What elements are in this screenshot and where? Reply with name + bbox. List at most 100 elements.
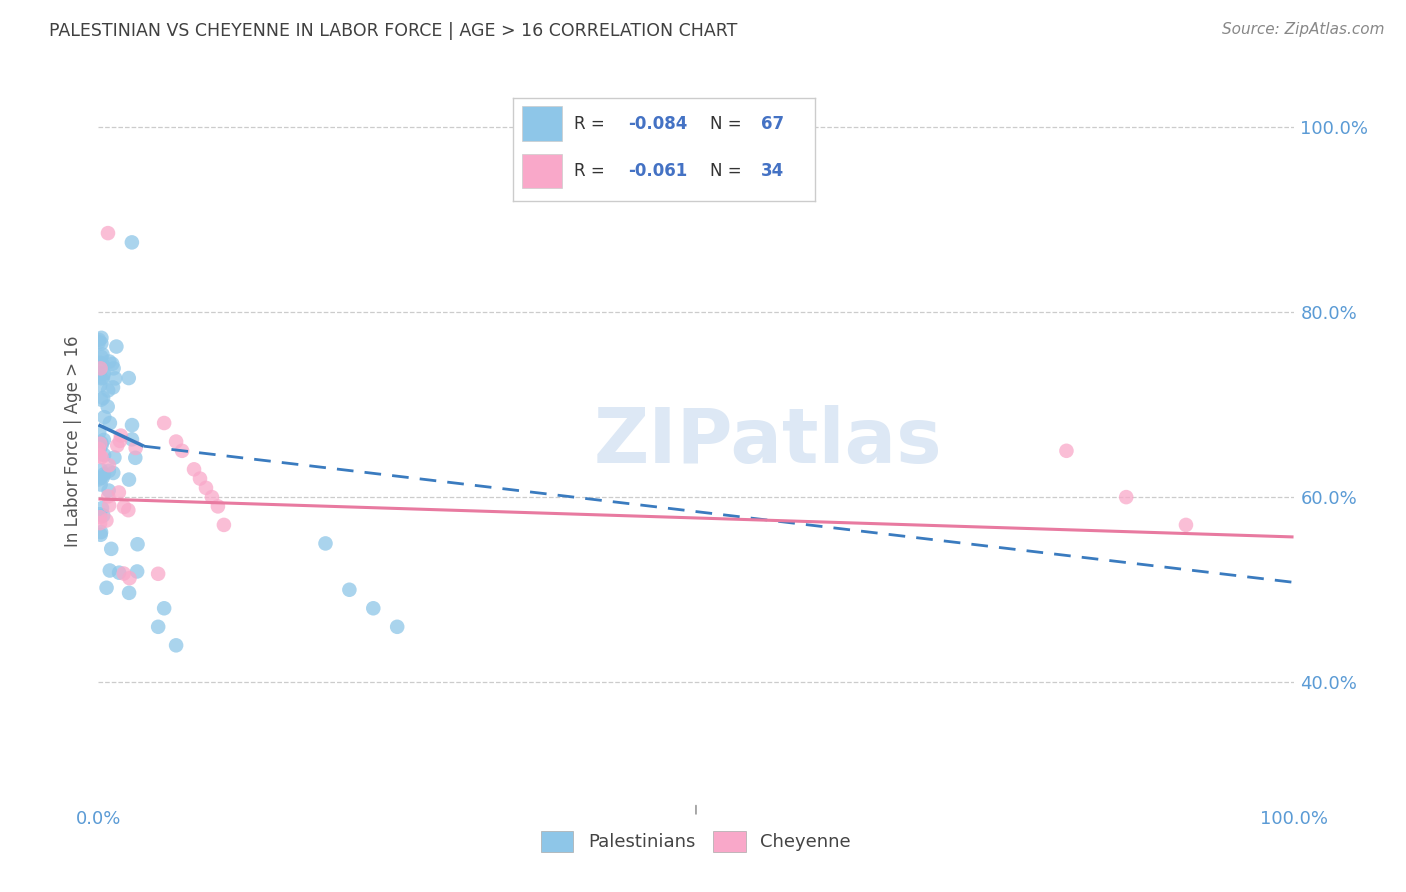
Point [89,510,111,524]
Point [91,470,114,484]
Text: -0.084: -0.084 [628,115,688,133]
Point [118,571,141,585]
Point [93,448,115,462]
Point [90,336,112,351]
Text: 67: 67 [761,115,785,133]
Point [165,434,187,449]
Point [98,416,121,430]
Point [112,566,135,581]
Point [97,400,120,414]
Point [90,525,112,540]
Point [98,354,121,368]
Point [87,472,110,486]
Point [118,586,141,600]
Point [93,367,115,381]
Point [93,467,115,482]
Point [91,347,114,361]
Point [385,620,409,634]
Point [89,378,111,392]
Point [97,458,120,473]
Point [315,536,337,550]
Point [90,435,112,450]
Point [98,499,121,513]
Point [105,340,128,354]
Point [90,361,112,376]
Point [96,581,118,595]
Point [110,428,132,442]
Point [118,371,141,385]
Point [1115,490,1137,504]
Point [112,500,135,514]
Point [1175,517,1198,532]
Point [89,436,111,450]
Point [89,508,111,522]
Point [153,416,176,430]
Point [89,449,111,463]
Point [124,450,146,465]
Text: N =: N = [710,115,741,133]
Point [89,441,111,455]
Point [87,438,110,452]
Point [108,434,131,448]
Point [93,433,115,447]
Point [201,490,224,504]
FancyBboxPatch shape [522,106,561,141]
Point [121,418,143,433]
Point [90,463,112,477]
Point [105,438,128,452]
Point [117,503,139,517]
Point [188,472,211,486]
Point [339,582,361,597]
Point [96,514,118,528]
Y-axis label: In Labor Force | Age > 16: In Labor Force | Age > 16 [65,335,83,548]
Point [153,601,176,615]
Point [91,391,114,405]
Point [172,443,194,458]
Point [1056,443,1078,458]
Point [363,601,385,615]
Point [89,356,111,370]
Point [97,483,120,498]
Point [97,464,120,478]
Point [91,357,114,371]
Point [125,441,148,455]
Text: PALESTINIAN VS CHEYENNE IN LABOR FORCE | AGE > 16 CORRELATION CHART: PALESTINIAN VS CHEYENNE IN LABOR FORCE |… [49,22,738,40]
Point [90,450,112,465]
Point [127,565,149,579]
Point [98,564,121,578]
Point [108,566,131,580]
Point [148,620,170,634]
Point [121,433,143,447]
Point [90,350,112,364]
Point [90,392,112,407]
Point [87,335,110,350]
Legend: Palestinians, Cheyenne: Palestinians, Cheyenne [534,823,858,859]
Text: ZIPatlas: ZIPatlas [593,405,942,478]
Point [165,638,187,652]
Point [97,489,120,503]
Text: Source: ZipAtlas.com: Source: ZipAtlas.com [1222,22,1385,37]
Point [91,508,114,523]
Point [90,470,112,484]
Point [87,442,110,456]
Point [90,371,112,385]
Point [212,517,235,532]
Point [100,541,122,556]
Point [121,235,143,250]
Point [104,371,127,385]
Point [108,485,131,500]
Text: N =: N = [710,162,741,180]
Point [90,477,112,491]
Point [183,462,205,476]
Text: 34: 34 [761,162,785,180]
Point [90,438,112,452]
Point [207,500,229,514]
Point [89,366,111,380]
Text: -0.061: -0.061 [628,162,688,180]
Point [91,370,114,384]
Point [93,410,115,425]
Point [89,425,111,439]
Point [97,226,120,240]
Point [97,384,120,398]
Point [90,528,112,542]
